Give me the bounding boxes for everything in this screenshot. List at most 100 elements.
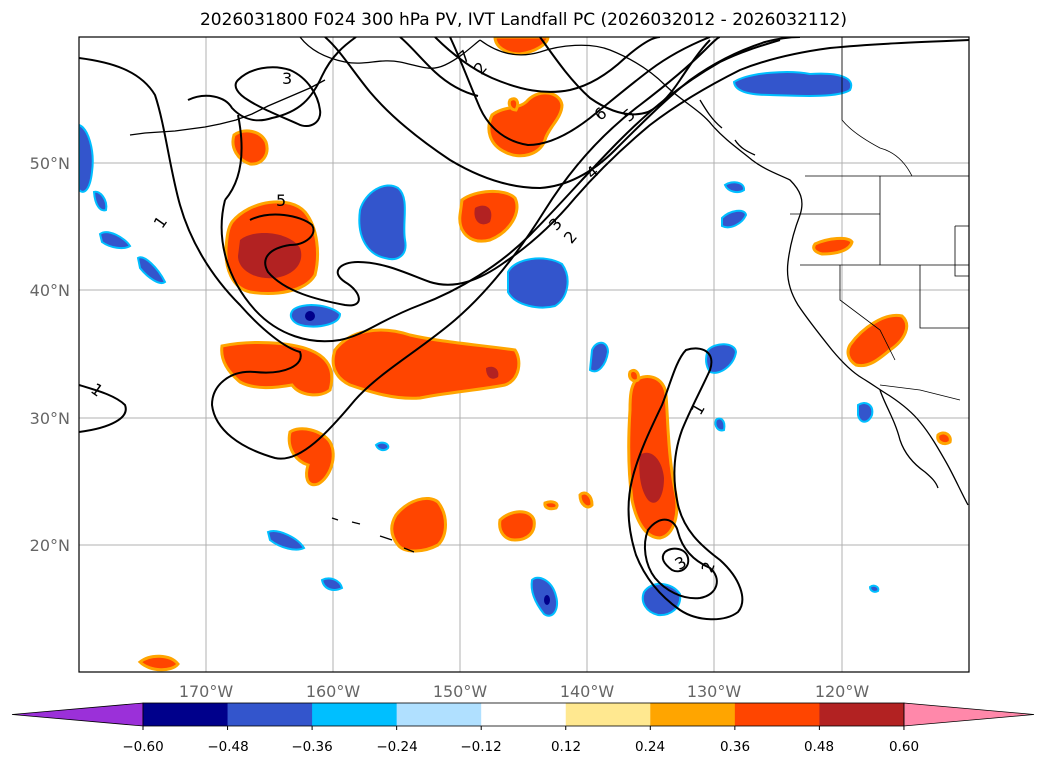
colorbar-tick-label: 0.12 <box>551 739 581 755</box>
lon-axis-labels: 170°W 160°W 150°W 140°W 130°W 120°W <box>179 682 870 701</box>
lon-tick-label: 120°W <box>815 682 870 701</box>
neg-blob-center <box>507 257 569 309</box>
pos-blob-small-a <box>498 510 536 542</box>
colorbar-swatch <box>143 703 229 726</box>
lat-tick-label: 30°N <box>30 409 70 428</box>
colorbar-tick-label: −0.36 <box>291 739 332 755</box>
contour-label: 2 <box>697 559 718 575</box>
neg-blob-west-edge-2 <box>92 190 108 212</box>
pos-blob-east-lobe-core <box>639 452 664 503</box>
lon-tick-label: 130°W <box>687 682 742 701</box>
neg-blob-mexico <box>857 402 874 423</box>
neg-blob-east-3 <box>714 417 726 432</box>
hawaii-islands <box>331 517 415 553</box>
ivt-negative-regions <box>79 71 880 617</box>
neg-blob-south-2-core <box>544 595 550 605</box>
contour-3-south <box>661 547 690 573</box>
neg-blob-hawaii-w <box>266 530 306 551</box>
contour-loop-south <box>627 347 744 621</box>
contour-1-outer <box>79 37 721 460</box>
colorbar-tick-label: 0.60 <box>889 739 919 755</box>
neg-blob-west-1 <box>98 231 132 250</box>
colorbar-swatch <box>565 703 651 726</box>
pos-blob-baja <box>936 431 952 446</box>
colorbar: −0.60 −0.48 −0.36 −0.24 −0.12 0.12 0.24 … <box>11 702 1035 755</box>
colorbar-swatch <box>650 703 736 726</box>
alaska-coast <box>299 37 803 216</box>
coastlines <box>129 37 969 553</box>
pos-blob-hawaii-n <box>287 427 335 487</box>
neg-blob-south-2 <box>530 576 558 617</box>
colorbar-tick-label: 0.36 <box>720 739 750 755</box>
contour-label: 6 <box>591 103 611 124</box>
colorbar-segments <box>11 702 1035 727</box>
pos-blob-nw-core <box>238 233 302 279</box>
lat-tick-label: 20°N <box>30 536 70 555</box>
colorbar-tick-label: −0.12 <box>460 739 501 755</box>
alaska-canada-border <box>841 37 913 177</box>
pos-blob-oregon <box>812 236 854 256</box>
neg-blob-west-edge <box>79 123 94 193</box>
pos-blob-top <box>493 37 550 56</box>
pos-blob-hawaii-e <box>390 497 447 553</box>
neg-blob-small-1-core <box>305 311 315 321</box>
contour-label: 5 <box>276 191 286 210</box>
political-borders <box>790 37 969 401</box>
pos-blob-tiny-b <box>507 97 520 112</box>
aleutians <box>129 79 326 136</box>
neg-blob-east-2 <box>704 343 738 374</box>
lat-tick-label: 40°N <box>30 281 70 300</box>
lon-tick-label: 160°W <box>306 682 361 701</box>
lat-tick-label: 50°N <box>30 154 70 173</box>
colorbar-swatch <box>227 703 313 726</box>
contour-label: 3 <box>282 69 292 88</box>
contour-label: 1 <box>150 213 171 232</box>
lon-tick-label: 140°W <box>560 682 615 701</box>
contour-label: 1 <box>687 400 709 418</box>
colorbar-tick-label: 0.48 <box>804 739 834 755</box>
colorbar-swatch <box>396 703 482 726</box>
colorbar-tick-label: −0.48 <box>207 739 248 755</box>
contour-3-main <box>249 39 969 307</box>
contour-1-west <box>79 384 127 433</box>
colorbar-tick-label: −0.24 <box>376 739 417 755</box>
colorbar-swatch <box>481 703 567 726</box>
colorbar-ticks <box>142 726 905 730</box>
pos-blob-bottom <box>137 654 180 672</box>
lon-tick-label: 150°W <box>433 682 488 701</box>
colorbar-swatch <box>312 703 398 726</box>
pos-blob-band-b <box>331 328 521 400</box>
lat-axis-labels: 50°N 40°N 30°N 20°N <box>30 154 70 555</box>
pos-blob-tiny-a <box>543 500 559 511</box>
neg-blob-south-1 <box>641 583 682 617</box>
map-title: 2026031800 F024 300 hPa PV, IVT Landfall… <box>199 10 847 30</box>
lon-tick-label: 170°W <box>179 682 234 701</box>
contour-4 <box>324 37 801 190</box>
contour-6 <box>539 37 711 116</box>
pos-blob-gulf-ak <box>487 91 564 158</box>
neg-blob-bc <box>732 71 853 97</box>
contour-2 <box>187 37 781 343</box>
contour-label: 1 <box>87 379 106 400</box>
ivt-positive-regions <box>137 37 952 672</box>
neg-blob-ne-1 <box>723 181 745 194</box>
colorbar-extend-max <box>903 702 1035 727</box>
contour-inner-south <box>643 518 718 600</box>
baja <box>879 389 939 489</box>
pos-blob-calif <box>846 313 909 368</box>
neg-blob-east-1 <box>588 341 610 373</box>
colorbar-swatch <box>819 703 905 726</box>
neg-blob-west-2 <box>136 256 167 284</box>
colorbar-tick-label: −0.60 <box>122 739 163 755</box>
pos-blob-small-c <box>628 368 640 383</box>
us-west-coast <box>786 214 969 506</box>
neg-blob-mid <box>358 184 407 260</box>
pos-blob-mid-n-core <box>474 205 492 225</box>
colorbar-tick-label: 0.24 <box>635 739 665 755</box>
pos-blob-band-a <box>220 341 334 397</box>
neg-blob-hawaii-s <box>320 577 344 591</box>
pv-contours <box>79 37 969 621</box>
map-frame <box>78 36 970 673</box>
contour-label: 2 <box>560 227 581 247</box>
neg-blob-tiny-1 <box>374 441 390 452</box>
